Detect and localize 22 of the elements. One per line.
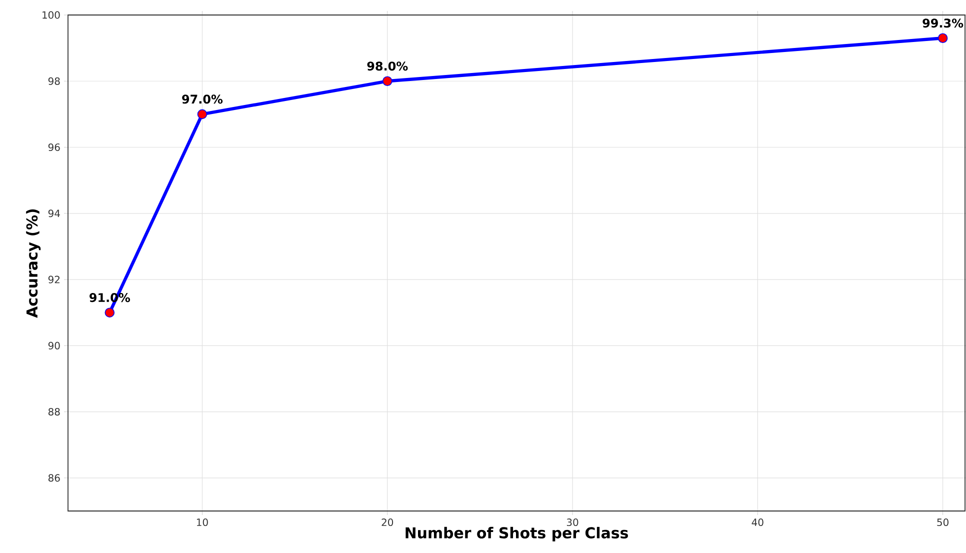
x-tick-label: 50 bbox=[937, 518, 948, 526]
y-tick-label: 96 bbox=[48, 143, 60, 152]
y-tick-label: 90 bbox=[48, 342, 60, 350]
y-tick-label: 94 bbox=[48, 210, 60, 218]
y-tick-label: 88 bbox=[48, 408, 60, 416]
x-axis-title: Number of Shots per Class bbox=[406, 526, 628, 542]
y-tick-label: 92 bbox=[48, 276, 60, 284]
point bbox=[382, 76, 392, 86]
point bbox=[197, 109, 208, 120]
data-label: 98.0% bbox=[367, 62, 408, 71]
x-tick-label: 10 bbox=[196, 518, 208, 526]
y-tick-label: 98 bbox=[48, 77, 60, 85]
data-label: 97.0% bbox=[182, 94, 223, 104]
x-tick-label: 20 bbox=[382, 518, 394, 526]
y-tick-label: 100 bbox=[42, 11, 60, 19]
y-tick-label: 86 bbox=[48, 474, 60, 482]
point bbox=[938, 33, 948, 44]
x-tick-label: 40 bbox=[752, 518, 764, 526]
y-axis-title: Accuracy (%) bbox=[26, 209, 41, 318]
point bbox=[104, 308, 115, 318]
data-label: 99.3% bbox=[922, 18, 964, 28]
x-tick-label: 30 bbox=[566, 518, 578, 526]
